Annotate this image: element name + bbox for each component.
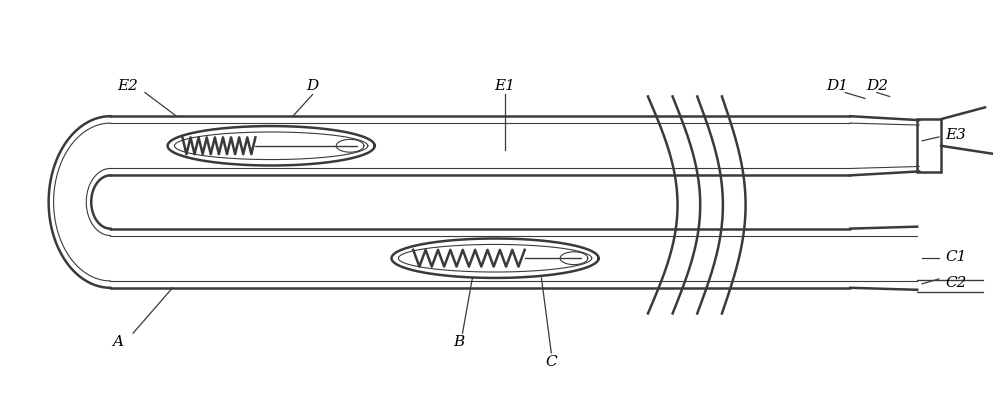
Text: B: B [453, 334, 464, 348]
Text: E1: E1 [494, 79, 515, 92]
Text: C: C [545, 354, 557, 368]
Text: D1: D1 [826, 79, 848, 92]
Text: E2: E2 [117, 79, 138, 92]
Text: D: D [306, 79, 319, 92]
Text: D2: D2 [866, 79, 888, 92]
Text: C2: C2 [945, 275, 966, 289]
Text: C1: C1 [945, 249, 966, 264]
Text: A: A [112, 334, 123, 348]
Text: E3: E3 [945, 128, 966, 142]
